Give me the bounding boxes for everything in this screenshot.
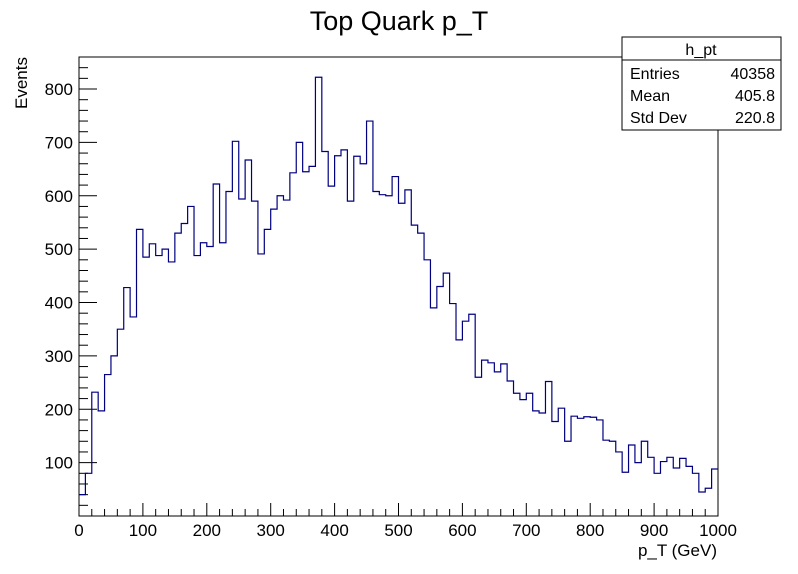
x-tick-label: 600 (448, 521, 476, 540)
x-tick-label: 900 (640, 521, 668, 540)
stats-value-entries: 40358 (731, 66, 776, 83)
x-tick-label: 700 (512, 521, 540, 540)
y-tick-label: 700 (45, 133, 73, 152)
x-axis: 0 100 200 300 400 500 600 700 800 900 1000 (74, 503, 737, 540)
stats-label-mean: Mean (630, 88, 670, 105)
y-tick-label: 500 (45, 240, 73, 259)
stats-box-frame (621, 36, 782, 131)
y-axis-title: Events (12, 57, 31, 109)
x-tick-label: 400 (320, 521, 348, 540)
y-tick-label: 400 (45, 294, 73, 313)
stats-value-mean: 405.8 (735, 88, 775, 105)
y-tick-label: 300 (45, 347, 73, 366)
y-axis: 100 200 300 400 500 600 700 800 (45, 56, 97, 506)
chart-title: Top Quark p_T (310, 6, 489, 36)
x-tick-label: 100 (129, 521, 157, 540)
y-tick-label: 200 (45, 400, 73, 419)
x-tick-label: 800 (576, 521, 604, 540)
x-tick-label: 0 (74, 521, 83, 540)
x-tick-label: 300 (257, 521, 285, 540)
x-tick-label: 500 (384, 521, 412, 540)
histogram-series (79, 76, 718, 496)
x-axis-title: p_T (GeV) (638, 541, 717, 560)
y-tick-label: 100 (45, 454, 73, 473)
y-tick-label: 800 (45, 80, 73, 99)
x-tick-label: 1000 (699, 521, 737, 540)
y-tick-label: 600 (45, 187, 73, 206)
x-tick-label: 200 (193, 521, 221, 540)
stats-label-std-dev: Std Dev (630, 110, 687, 127)
stats-box: h_pt Entries 40358 Mean 405.8 Std Dev 22… (621, 36, 782, 131)
stats-label-entries: Entries (630, 66, 680, 83)
stats-box-title: h_pt (685, 42, 717, 59)
stats-value-std-dev: 220.8 (735, 110, 775, 127)
